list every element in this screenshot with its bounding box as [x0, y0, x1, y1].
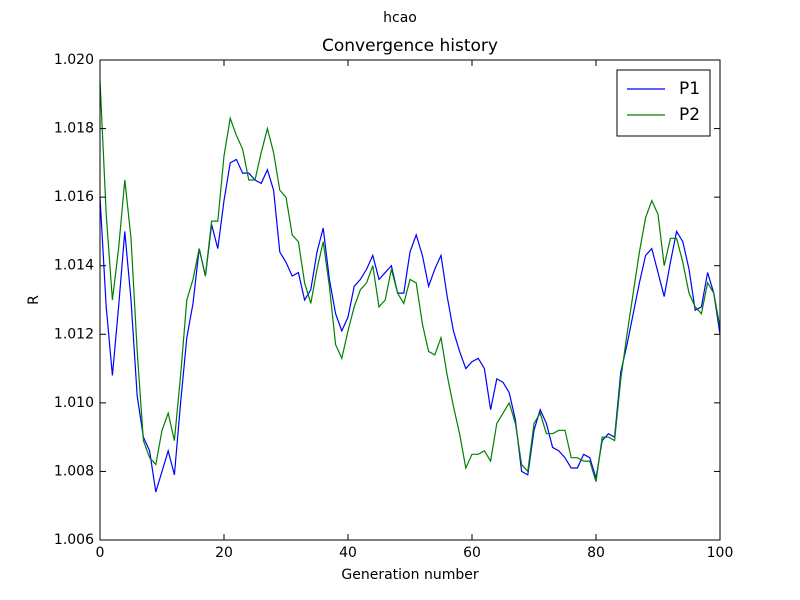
plot-frame — [99, 59, 721, 541]
x-axis-label: Generation number — [341, 567, 478, 583]
x-tick-label: 0 — [96, 545, 105, 561]
legend-label: P2 — [679, 105, 700, 125]
x-tick-label: 40 — [339, 545, 357, 561]
data-line — [99, 158, 721, 493]
y-tick-label: 1.012 — [54, 326, 94, 342]
x-tick-label: 80 — [587, 545, 605, 561]
legend-box — [616, 69, 711, 137]
x-tick-label: 60 — [463, 545, 481, 561]
y-tick-label: 1.014 — [54, 258, 94, 274]
suptitle: hcao — [383, 10, 417, 26]
y-tick-label: 1.010 — [54, 395, 94, 411]
x-tick-label: 100 — [707, 545, 734, 561]
y-tick-label: 1.020 — [54, 52, 94, 68]
data-line — [99, 80, 721, 482]
y-tick-label: 1.018 — [54, 121, 94, 137]
legend-label: P1 — [679, 79, 700, 99]
chart-title: Convergence history — [322, 36, 498, 56]
y-tick-label: 1.006 — [54, 532, 94, 548]
y-axis-label: R — [26, 295, 42, 305]
x-tick-label: 20 — [215, 545, 233, 561]
y-tick-label: 1.016 — [54, 189, 94, 205]
y-tick-label: 1.008 — [54, 463, 94, 479]
